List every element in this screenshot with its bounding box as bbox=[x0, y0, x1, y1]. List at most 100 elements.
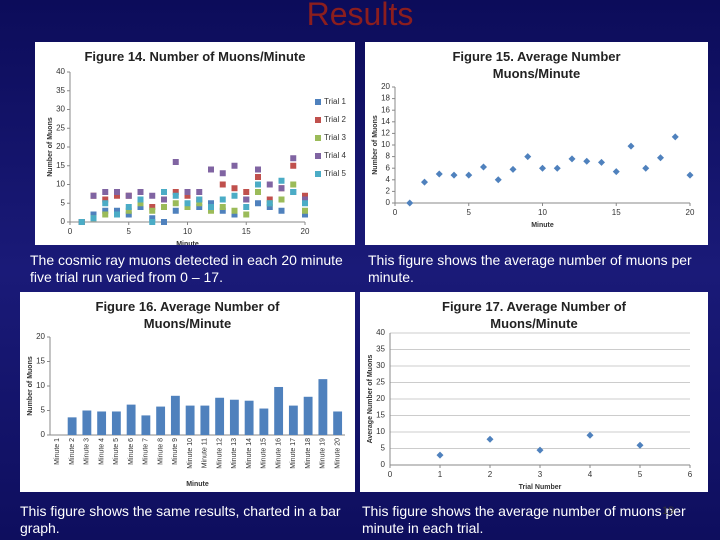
x-tick-label: Minute 19 bbox=[320, 438, 327, 469]
point bbox=[114, 192, 120, 199]
point bbox=[125, 207, 132, 214]
point bbox=[125, 204, 132, 210]
y-tick-label: 5 bbox=[41, 406, 46, 415]
point bbox=[196, 196, 203, 203]
y-tick-label: 18 bbox=[381, 94, 390, 103]
bar bbox=[288, 405, 298, 435]
x-tick-label: Minute 4 bbox=[98, 438, 105, 465]
point bbox=[161, 196, 167, 203]
x-tick-label: 15 bbox=[612, 208, 621, 217]
point bbox=[255, 174, 261, 180]
y-tick-label: 8 bbox=[386, 152, 391, 161]
x-tick-label: 0 bbox=[68, 227, 73, 236]
chart-title: Figure 15. Average Number Muons/Minute bbox=[452, 49, 621, 81]
bar bbox=[141, 415, 151, 435]
x-tick-label: Minute 15 bbox=[261, 438, 268, 469]
point bbox=[149, 219, 156, 225]
point bbox=[450, 171, 458, 179]
point bbox=[102, 196, 109, 203]
point bbox=[255, 189, 261, 195]
point bbox=[302, 200, 308, 207]
point bbox=[184, 204, 191, 210]
point bbox=[266, 200, 273, 207]
point bbox=[172, 159, 179, 165]
x-tick-label: 0 bbox=[388, 470, 393, 479]
point bbox=[114, 189, 120, 195]
y-axis-label: Average Number of Muons bbox=[367, 354, 374, 443]
point bbox=[219, 170, 226, 177]
y-tick-label: 15 bbox=[56, 161, 65, 170]
caption: The cosmic ray muons detected in each 20… bbox=[30, 252, 343, 285]
point bbox=[219, 207, 226, 214]
y-tick-label: 10 bbox=[56, 180, 65, 189]
y-tick-label: 2 bbox=[386, 187, 391, 196]
point bbox=[290, 155, 297, 162]
point bbox=[509, 165, 517, 173]
point bbox=[421, 178, 428, 186]
point bbox=[255, 181, 261, 188]
point bbox=[406, 199, 414, 207]
point bbox=[172, 207, 179, 214]
x-tick-label: Minute 16 bbox=[275, 438, 282, 469]
x-tick-label: Minute 17 bbox=[290, 438, 297, 469]
y-tick-label: 15 bbox=[36, 357, 45, 366]
point bbox=[231, 211, 238, 218]
point bbox=[219, 181, 226, 188]
point bbox=[657, 154, 664, 162]
x-tick-label: 10 bbox=[538, 208, 547, 217]
point bbox=[125, 192, 132, 199]
caption: This figure shows the same results, char… bbox=[20, 503, 341, 536]
point bbox=[480, 163, 487, 171]
point bbox=[598, 158, 605, 166]
bar bbox=[318, 379, 328, 435]
point bbox=[266, 204, 273, 210]
point bbox=[137, 189, 144, 195]
x-tick-label: 10 bbox=[183, 227, 192, 236]
y-tick-label: 10 bbox=[376, 427, 385, 436]
point bbox=[184, 189, 191, 195]
legend-label: Trial 2 bbox=[324, 115, 346, 124]
point bbox=[161, 204, 167, 210]
point bbox=[536, 446, 544, 454]
bar bbox=[333, 411, 343, 435]
bar bbox=[126, 404, 136, 435]
point bbox=[278, 185, 285, 192]
legend-label: Trial 3 bbox=[324, 133, 346, 142]
point bbox=[102, 189, 109, 195]
y-tick-label: 5 bbox=[381, 444, 386, 453]
y-tick-label: 6 bbox=[386, 163, 391, 172]
point bbox=[583, 157, 591, 165]
point bbox=[90, 215, 97, 222]
point bbox=[290, 162, 297, 169]
bar bbox=[229, 399, 239, 435]
point bbox=[243, 211, 250, 218]
chart-panel: 0 5 10 15 20 Number of Muons Minute 1 Minute 2 M… bbox=[20, 292, 355, 492]
chart-panel: 0 5 10 15 20 25 30 35 40 Number of Muons 0 5 10 15 20 M… bbox=[35, 42, 355, 245]
bar bbox=[274, 386, 284, 435]
y-tick-label: 0 bbox=[386, 198, 391, 207]
x-axis-label: Trial Number bbox=[519, 484, 562, 491]
chart-title: Figure 14. Number of Muons/Minute bbox=[84, 49, 306, 64]
y-tick-label: 35 bbox=[56, 86, 65, 95]
x-tick-label: Minute 1 bbox=[54, 438, 61, 465]
point bbox=[627, 142, 635, 150]
legend-label: Trial 4 bbox=[324, 151, 346, 160]
point bbox=[302, 211, 308, 218]
point bbox=[102, 200, 109, 207]
point bbox=[137, 200, 144, 207]
point bbox=[208, 166, 214, 173]
point bbox=[125, 211, 132, 218]
point bbox=[172, 192, 179, 199]
bar bbox=[200, 405, 210, 435]
bar bbox=[215, 397, 225, 435]
y-tick-label: 30 bbox=[376, 361, 385, 370]
x-tick-label: 1 bbox=[438, 470, 443, 479]
chart: 0 5 10 15 20 Number of Muons Minute 1 Minute 2 M… bbox=[27, 332, 345, 488]
point bbox=[586, 431, 594, 439]
point bbox=[266, 181, 273, 188]
x-tick-label: 20 bbox=[686, 208, 695, 217]
x-tick-label: Minute 11 bbox=[202, 438, 209, 468]
x-tick-label: 0 bbox=[393, 208, 398, 217]
y-tick-label: 15 bbox=[376, 411, 385, 420]
chart: 0 5 10 15 20 25 30 35 40 Number of Muons 0 5 10 15 20 M… bbox=[47, 67, 347, 245]
